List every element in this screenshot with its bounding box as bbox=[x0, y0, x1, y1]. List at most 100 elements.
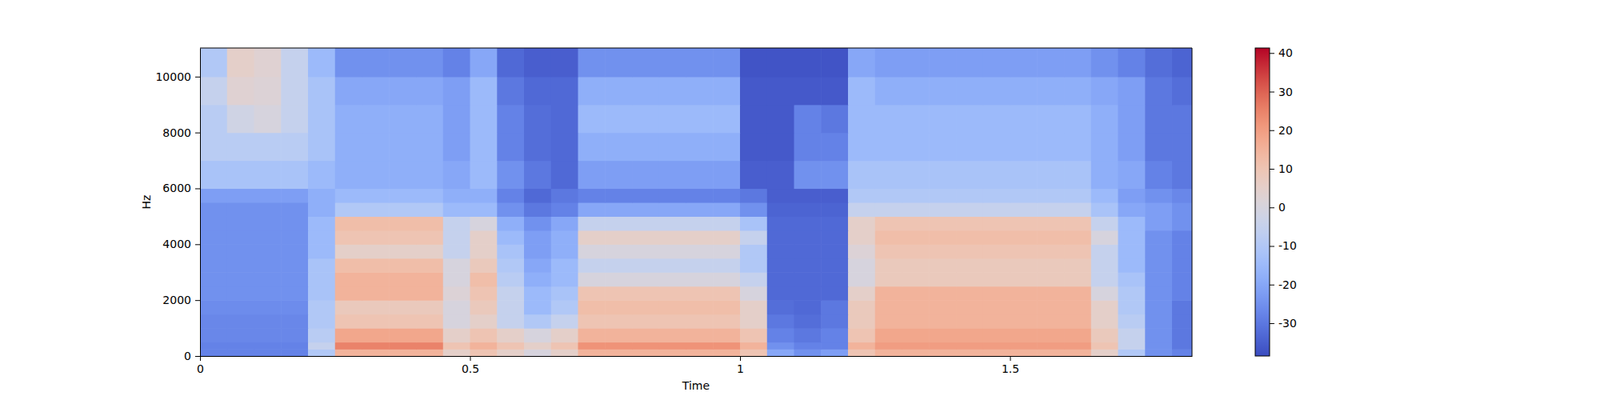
cell bbox=[551, 230, 579, 245]
cell bbox=[1172, 230, 1192, 245]
cell bbox=[1144, 272, 1172, 287]
tick-mark bbox=[1269, 323, 1275, 324]
cell bbox=[308, 272, 336, 287]
cell bbox=[578, 216, 606, 231]
cell bbox=[227, 104, 255, 134]
cell bbox=[443, 48, 471, 77]
cell bbox=[1064, 244, 1092, 259]
cell bbox=[551, 314, 579, 329]
cell bbox=[659, 76, 687, 106]
cell bbox=[200, 132, 228, 162]
cell bbox=[254, 230, 282, 245]
cell bbox=[1172, 348, 1192, 356]
cell bbox=[496, 104, 524, 134]
cell bbox=[470, 160, 498, 190]
cell bbox=[1064, 76, 1092, 106]
cell bbox=[1172, 216, 1192, 231]
cell bbox=[280, 258, 308, 273]
cell bbox=[686, 104, 714, 134]
cell bbox=[1118, 244, 1146, 259]
cell bbox=[308, 300, 336, 315]
cell bbox=[848, 328, 876, 343]
cell bbox=[335, 76, 363, 106]
cell bbox=[1010, 328, 1038, 343]
cell bbox=[280, 132, 308, 162]
cell bbox=[1144, 132, 1172, 162]
cell bbox=[712, 48, 740, 77]
cell bbox=[1036, 48, 1064, 77]
cell bbox=[1064, 314, 1092, 329]
cell bbox=[902, 132, 930, 162]
tick-mark bbox=[1269, 207, 1275, 208]
cell bbox=[1064, 272, 1092, 287]
cell bbox=[632, 76, 660, 106]
cell bbox=[1036, 244, 1064, 259]
cell bbox=[1118, 216, 1146, 231]
cell bbox=[578, 230, 606, 245]
cell bbox=[1144, 104, 1172, 134]
cell bbox=[604, 258, 632, 273]
tick: 4000 bbox=[162, 237, 200, 251]
cell bbox=[956, 258, 984, 273]
cell bbox=[254, 132, 282, 162]
cell bbox=[578, 272, 606, 287]
cell bbox=[659, 230, 687, 245]
cell bbox=[308, 314, 336, 329]
tick-mark bbox=[1269, 284, 1275, 286]
tick-mark bbox=[195, 356, 200, 357]
cell bbox=[335, 314, 363, 329]
cell bbox=[280, 188, 308, 203]
cell bbox=[551, 244, 579, 259]
cell bbox=[443, 300, 471, 315]
cell bbox=[983, 258, 1011, 273]
cell bbox=[659, 202, 687, 217]
cell bbox=[632, 348, 660, 356]
cell bbox=[524, 160, 552, 190]
cell bbox=[1010, 348, 1038, 356]
cell bbox=[820, 300, 848, 315]
cell bbox=[470, 188, 498, 203]
cell bbox=[335, 300, 363, 315]
cell bbox=[227, 160, 255, 190]
cell bbox=[767, 76, 795, 106]
cell bbox=[794, 272, 822, 287]
cell bbox=[956, 286, 984, 301]
cell bbox=[254, 216, 282, 231]
cell bbox=[820, 48, 848, 77]
cell bbox=[416, 48, 444, 77]
cell bbox=[659, 48, 687, 77]
cell bbox=[551, 300, 579, 315]
cell bbox=[712, 286, 740, 301]
cell bbox=[1118, 272, 1146, 287]
cell bbox=[928, 104, 956, 134]
cell bbox=[1010, 216, 1038, 231]
cell bbox=[1036, 314, 1064, 329]
cell bbox=[362, 132, 390, 162]
cell bbox=[200, 244, 228, 259]
cell bbox=[820, 132, 848, 162]
cell bbox=[928, 342, 956, 350]
colorbar-axis: -30-20-10010203040 bbox=[1269, 46, 1297, 356]
cell bbox=[362, 314, 390, 329]
cell bbox=[875, 314, 903, 329]
cell bbox=[496, 188, 524, 203]
cell bbox=[200, 48, 228, 77]
cell bbox=[470, 76, 498, 106]
cell bbox=[1144, 314, 1172, 329]
cell bbox=[794, 348, 822, 356]
cell bbox=[956, 272, 984, 287]
tick-label: 6000 bbox=[162, 181, 192, 195]
cell bbox=[254, 272, 282, 287]
cell bbox=[1172, 132, 1192, 162]
cell bbox=[443, 230, 471, 245]
cell bbox=[578, 286, 606, 301]
cell bbox=[902, 160, 930, 190]
cell bbox=[416, 328, 444, 343]
cell bbox=[902, 48, 930, 77]
cell bbox=[416, 244, 444, 259]
cell bbox=[1144, 48, 1172, 77]
cell bbox=[632, 132, 660, 162]
cell bbox=[820, 286, 848, 301]
cell bbox=[254, 48, 282, 77]
cell bbox=[335, 348, 363, 356]
